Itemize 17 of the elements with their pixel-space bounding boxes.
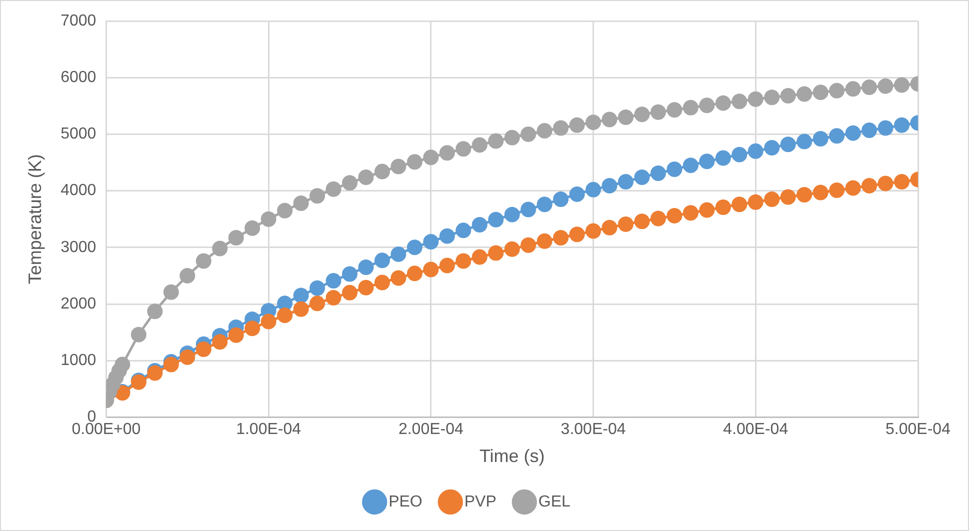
x-tick-label: 4.00E-04 [723,421,788,438]
y-tick-label: 2000 [60,295,96,312]
y-tick-label: 7000 [60,12,96,30]
y-tick-label: 3000 [60,238,96,256]
y-tick-label: 5000 [60,126,96,143]
legend-label: GEL [538,493,571,510]
y-axis-title: Temperature (K) [24,154,45,284]
legend-label: PVP [464,493,496,510]
x-tick-label: 5.00E-04 [886,421,951,438]
legend-label: PEO [388,493,422,510]
y-tick-label: 4000 [60,182,96,200]
x-tick-label: 3.00E-04 [560,421,626,438]
y-tick-label: 6000 [60,69,96,86]
x-tick-label: 2.00E-04 [398,421,464,438]
x-tick-label: 1.00E-04 [236,421,302,438]
y-tick-label: 1000 [60,352,96,370]
x-axis-title: Time (s) [479,446,545,466]
